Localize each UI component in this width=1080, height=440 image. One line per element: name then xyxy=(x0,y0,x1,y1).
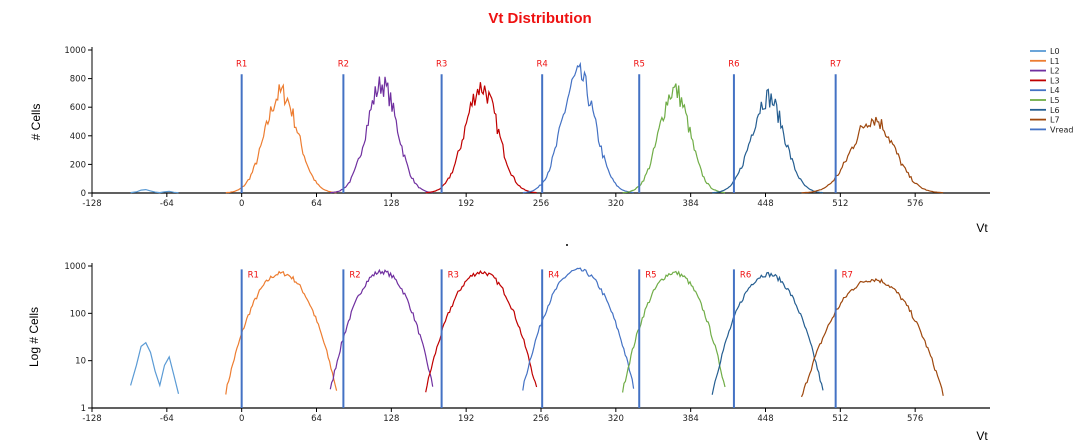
read-level-label-r3: R3 xyxy=(436,59,447,69)
read-level-label-r4: R4 xyxy=(537,59,548,69)
top-marks: R1 R2 R3 R4 R5 R6 R7 xyxy=(130,59,944,194)
x-tick-label: 256 xyxy=(533,414,549,424)
read-level-label-r6: R6 xyxy=(728,59,739,69)
legend-label-l3: L3 xyxy=(1050,76,1060,85)
read-level-label-r1: R1 xyxy=(236,59,247,69)
bottom-x-axis-label: Vt xyxy=(976,429,988,440)
x-tick-label: 64 xyxy=(311,414,322,424)
legend-label-l1: L1 xyxy=(1050,57,1060,66)
x-tick-label: 576 xyxy=(907,199,923,209)
y-tick-label: 1000 xyxy=(64,46,86,56)
read-level-label-r5: R5 xyxy=(645,270,656,280)
bottom-marks: R1 R2 R3 R4 R5 R6 R7 xyxy=(130,267,944,408)
legend-label-l2: L2 xyxy=(1050,67,1060,76)
top-x-axis-label: Vt xyxy=(976,221,988,235)
x-tick-label: 384 xyxy=(683,199,699,209)
x-tick-label: 192 xyxy=(458,414,474,424)
read-level-label-r6: R6 xyxy=(740,270,751,280)
bottom-axes: -128 -64 0 64 128 192 256 320 384 448 512 576 1 10 100… xyxy=(64,262,990,424)
linear-panel: # Cells Vt -128 -64 0 64 128 192 256 320 384 448 5… xyxy=(29,46,990,235)
read-level-label-r2: R2 xyxy=(338,59,349,69)
stray-dot xyxy=(566,244,568,246)
series-l6-line xyxy=(711,271,824,395)
legend-label-l7: L7 xyxy=(1050,116,1060,125)
series-l0-line xyxy=(130,341,180,394)
legend-label-l0: L0 xyxy=(1050,47,1060,56)
series-l4-line xyxy=(522,267,635,391)
legend-label-l6: L6 xyxy=(1050,106,1060,115)
y-tick-label: 100 xyxy=(70,309,86,319)
x-tick-label: 320 xyxy=(608,414,624,424)
read-level-label-r1: R1 xyxy=(248,270,259,280)
x-tick-label: 576 xyxy=(907,414,923,424)
read-level-label-r4: R4 xyxy=(548,270,559,280)
series-l3-line xyxy=(425,82,537,194)
series-l5-line xyxy=(622,83,726,194)
y-tick-label: 1000 xyxy=(64,262,86,272)
x-tick-label: -128 xyxy=(82,199,101,209)
y-tick-label: 0 xyxy=(81,189,86,199)
x-tick-label: -64 xyxy=(160,199,174,209)
series-l1-line xyxy=(225,270,338,395)
read-level-label-r7: R7 xyxy=(842,270,853,280)
x-tick-label: -64 xyxy=(160,414,174,424)
series-l1-line xyxy=(225,83,337,194)
top-axes: -128 -64 0 64 128 192 256 320 384 448 512 576 0 200 40… xyxy=(64,46,990,209)
x-tick-label: 64 xyxy=(311,199,322,209)
x-tick-label: 448 xyxy=(757,414,773,424)
series-l7-line xyxy=(800,278,944,398)
series-l2-line xyxy=(329,268,434,390)
read-level-label-r3: R3 xyxy=(448,270,459,280)
series-l5-line xyxy=(622,270,726,393)
series-l0-line xyxy=(130,188,179,194)
x-tick-label: -128 xyxy=(82,414,101,424)
series-l6-line xyxy=(712,88,824,194)
x-tick-label: 384 xyxy=(683,414,699,424)
x-tick-label: 0 xyxy=(239,199,244,209)
series-l3-line xyxy=(425,270,538,393)
log-panel: Log # Cells Vt -128 -64 0 64 128 192 256 320 384… xyxy=(27,262,990,440)
series-l2-line xyxy=(330,76,433,194)
chart-title: Vt Distribution xyxy=(488,10,591,27)
top-y-axis-label: # Cells xyxy=(29,104,43,141)
y-tick-label: 200 xyxy=(70,160,86,170)
y-tick-label: 400 xyxy=(70,132,86,142)
x-tick-label: 320 xyxy=(608,199,624,209)
bottom-y-axis-label: Log # Cells xyxy=(27,307,41,367)
y-tick-label: 10 xyxy=(75,357,86,367)
x-tick-label: 512 xyxy=(832,414,848,424)
read-level-label-r7: R7 xyxy=(830,59,841,69)
legend-label-vread: Vread xyxy=(1050,125,1074,134)
x-tick-label: 128 xyxy=(383,414,399,424)
y-tick-label: 600 xyxy=(70,103,86,113)
x-tick-label: 448 xyxy=(757,199,773,209)
read-level-label-r5: R5 xyxy=(634,59,645,69)
y-tick-label: 1 xyxy=(81,404,86,414)
legend-label-l4: L4 xyxy=(1050,86,1060,95)
x-tick-label: 0 xyxy=(239,414,244,424)
legend-label-l5: L5 xyxy=(1050,96,1060,105)
series-l7-line xyxy=(801,116,944,194)
read-level-label-r2: R2 xyxy=(349,270,360,280)
x-tick-label: 256 xyxy=(533,199,549,209)
x-tick-label: 512 xyxy=(832,199,848,209)
y-tick-label: 800 xyxy=(70,75,86,85)
series-l4-line xyxy=(522,61,634,194)
x-tick-label: 192 xyxy=(458,199,474,209)
x-tick-label: 128 xyxy=(383,199,399,209)
